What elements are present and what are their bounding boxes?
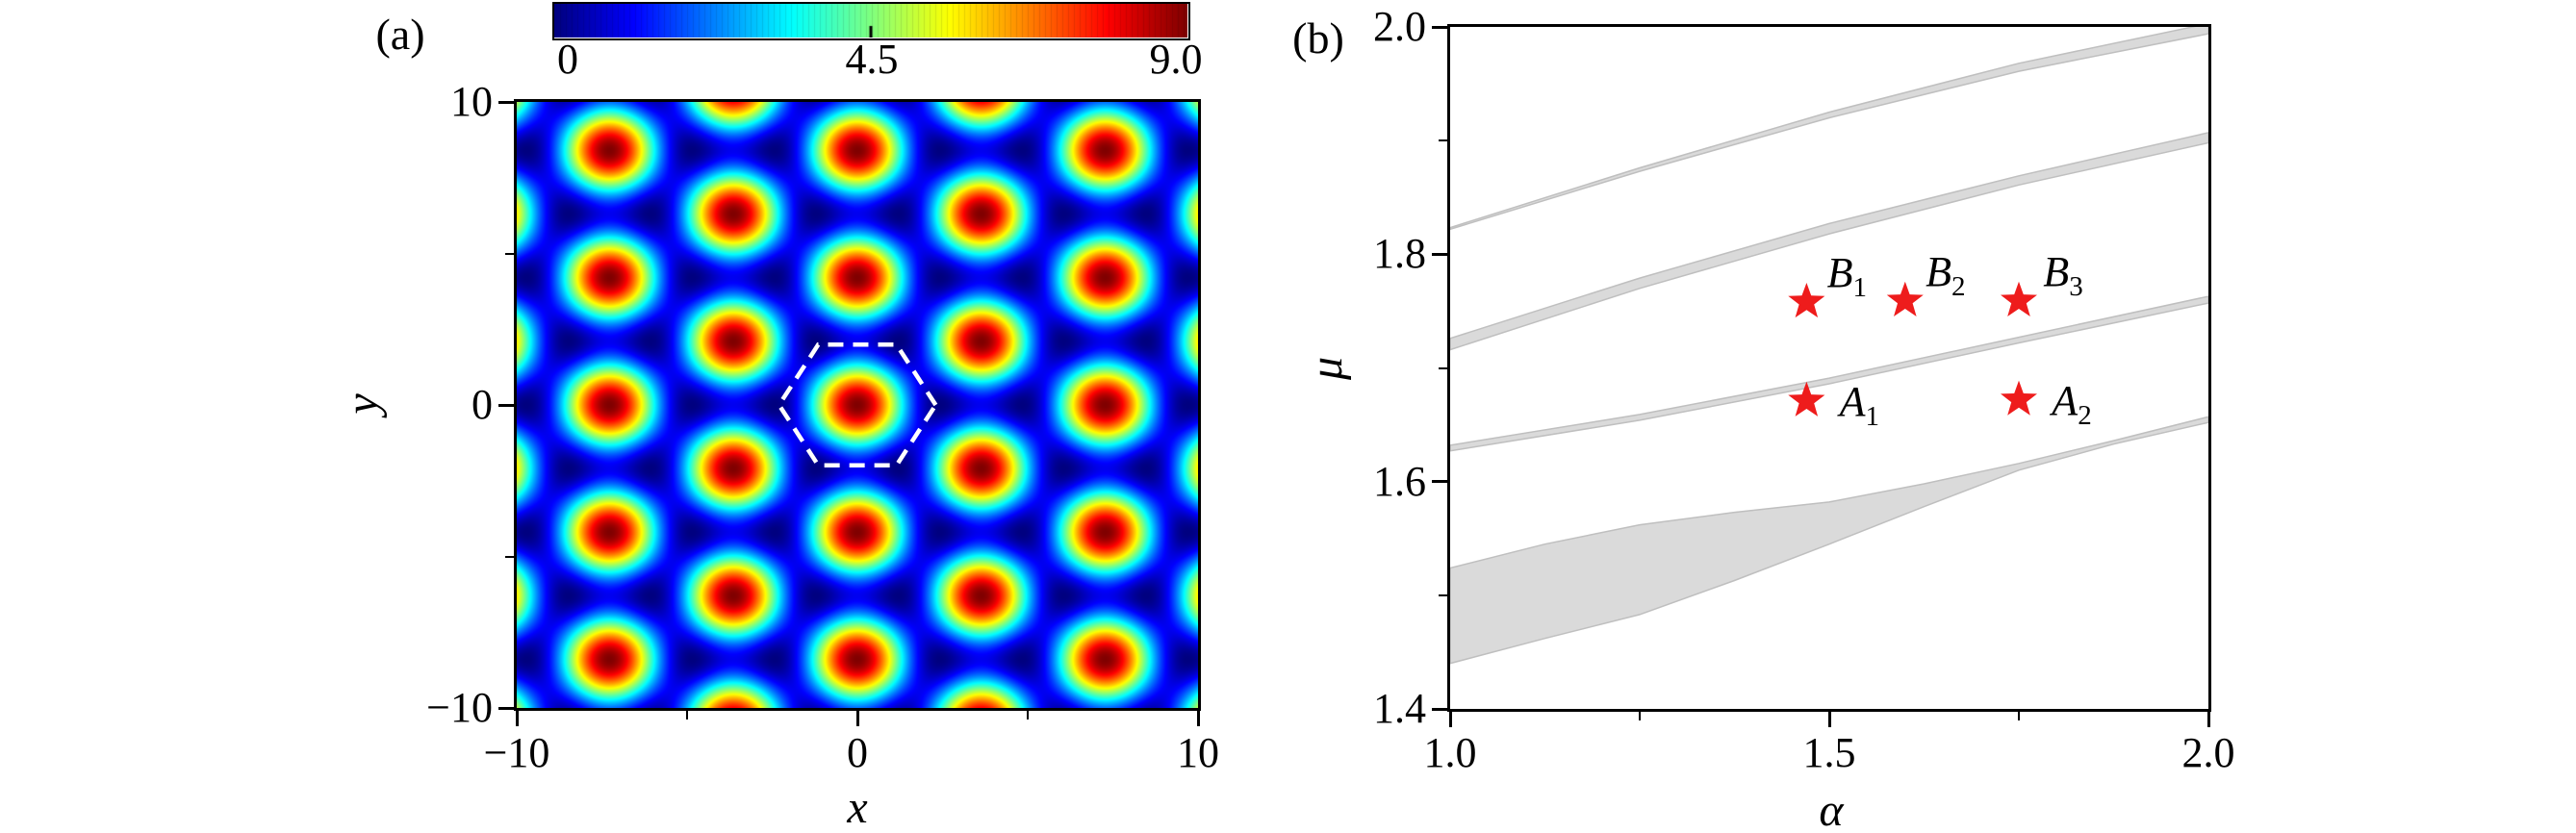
panel-b-x-tick xyxy=(1448,712,1452,727)
panel-b-x-minor-tick xyxy=(2018,712,2020,720)
panel-a-ylabel: y xyxy=(337,393,388,415)
panel-b-y-tick-label: 1.8 xyxy=(1373,230,1426,278)
band-3-region xyxy=(1450,132,2208,351)
colorbar-tick-label: 4.5 xyxy=(845,36,899,83)
panel-b-y-minor-tick xyxy=(1439,366,1447,369)
panel-b-plot-area xyxy=(1447,24,2211,712)
star-marker-a1 xyxy=(1788,381,1825,416)
panel-a-plot-area xyxy=(514,99,1201,711)
lattice-heatmap xyxy=(517,102,1198,708)
panel-b-x-tick-label: 1.0 xyxy=(1423,729,1477,776)
panel-a-xlabel: x xyxy=(847,782,868,833)
panel-b-x-tick-label: 2.0 xyxy=(2181,729,2235,776)
panel-a-y-tick xyxy=(498,403,514,407)
panel-b-y-minor-tick xyxy=(1439,593,1447,596)
panel-b-y-tick xyxy=(1432,707,1447,711)
star-label-b3: B3 xyxy=(2043,247,2083,302)
panel-a-x-tick xyxy=(515,711,519,726)
panel-b-y-minor-tick xyxy=(1439,139,1447,142)
panel-a-x-tick-label: −10 xyxy=(483,729,550,776)
colorbar-frame xyxy=(552,2,1190,40)
panel-a-y-minor-tick xyxy=(505,555,514,558)
star-marker-b1 xyxy=(1788,283,1825,318)
star-label-a2: A2 xyxy=(2052,376,2092,431)
panel-a-x-tick-label: 0 xyxy=(847,729,868,776)
panel-b-x-tick-label: 1.5 xyxy=(1802,729,1856,776)
star-marker-b3 xyxy=(2001,281,2037,316)
panel-b-xlabel: α xyxy=(1819,785,1844,833)
band-1-region xyxy=(1450,416,2208,665)
panel-a-y-tick xyxy=(498,100,514,104)
panel-a-x-minor-tick xyxy=(1027,711,1029,719)
band-diagram xyxy=(1450,27,2208,665)
band-2-region xyxy=(1450,295,2208,452)
panel-a-tag: (a) xyxy=(375,10,425,59)
colorbar-tick-label: 9.0 xyxy=(1149,36,1203,83)
panel-b-tag: (b) xyxy=(1292,13,1344,63)
panel-a-y-tick-label: 10 xyxy=(450,78,493,125)
panel-a-y-tick-label: −10 xyxy=(426,684,493,731)
panel-a-y-tick xyxy=(498,706,514,710)
band-4-region xyxy=(1450,27,2208,231)
panel-b-x-minor-tick xyxy=(1639,712,1641,720)
panel-b-y-tick xyxy=(1432,252,1447,256)
panel-a-x-minor-tick xyxy=(686,711,688,719)
panel-b-y-tick xyxy=(1432,480,1447,484)
unit-cell-hexagon-overlay xyxy=(776,342,939,467)
unit-cell-hexagon xyxy=(776,342,939,467)
panel-a-y-minor-tick xyxy=(505,252,514,255)
star-label-a1: A1 xyxy=(1839,377,1880,432)
panel-a-x-tick xyxy=(1196,711,1200,726)
panel-a-x-tick xyxy=(855,711,859,726)
panel-b-y-tick-label: 1.6 xyxy=(1373,457,1426,505)
colorbar-gradient xyxy=(554,4,1187,38)
panel-b-y-tick xyxy=(1432,25,1447,29)
star-marker-a2 xyxy=(2001,380,2037,416)
panel-b-y-tick-label: 1.4 xyxy=(1373,685,1426,732)
star-marker-b2 xyxy=(1886,281,1924,316)
panel-b-x-tick xyxy=(1827,712,1831,727)
panel-a-y-tick-label: 0 xyxy=(472,381,493,428)
panel-b-y-tick-label: 2.0 xyxy=(1373,3,1426,50)
star-label-b1: B1 xyxy=(1826,248,1868,304)
panel-b-x-tick xyxy=(2206,712,2210,727)
star-label-b2: B2 xyxy=(1926,247,1966,302)
panel-b-ylabel: μ xyxy=(1301,356,1352,381)
panel-a-x-tick-label: 10 xyxy=(1177,729,1219,776)
colorbar-tick-label: 0 xyxy=(557,36,578,83)
